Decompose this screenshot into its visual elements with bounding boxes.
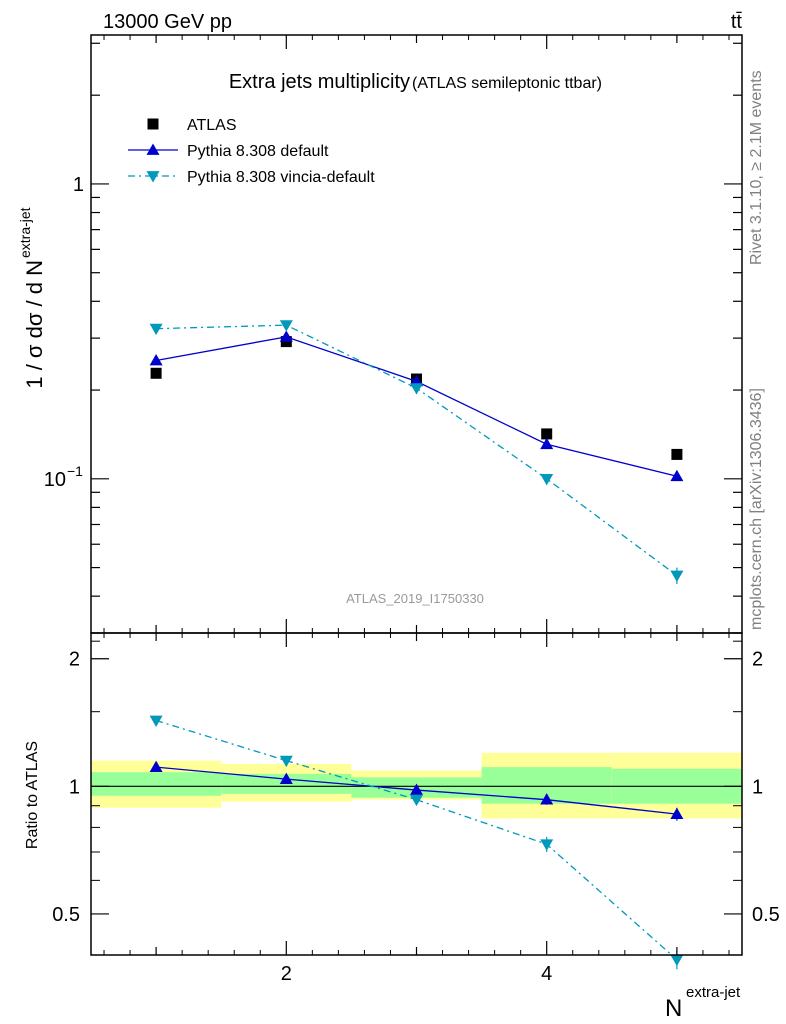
y-axis-label-main: 1 / σ dσ / d N xyxy=(22,260,47,389)
ratio-tick-label-right: 0.5 xyxy=(752,904,780,926)
legend-marker xyxy=(147,118,159,130)
data-point-main xyxy=(279,330,293,342)
legend: ATLAS Pythia 8.308 default Pythia 8.308 vi… xyxy=(128,117,375,186)
y-tick-label: 1 xyxy=(73,174,84,196)
legend-label: Pythia 8.308 vincia-default xyxy=(187,169,375,186)
data-point-main xyxy=(150,367,162,379)
y-tick-label: 10 xyxy=(44,469,66,491)
legend-marker xyxy=(146,143,160,155)
data-point-main xyxy=(149,353,163,366)
y-tick-label-exponent: −1 xyxy=(67,463,83,479)
data-point-main xyxy=(540,437,554,450)
data-point-ratio xyxy=(410,794,423,807)
data-point-main xyxy=(410,383,423,395)
main-ticks: 1 10 −1 xyxy=(44,35,742,634)
x-axis-label-main: N xyxy=(665,995,682,1022)
data-point-ratio xyxy=(279,755,293,768)
series-line-main xyxy=(156,324,678,577)
x-axis-label-sup: extra-jet xyxy=(686,984,741,1001)
legend-marker xyxy=(146,171,160,183)
chart-title: Extra jets multiplicity xyxy=(229,71,410,93)
ratio-marks xyxy=(91,715,742,970)
ratio-tick-label-left: 1 xyxy=(69,776,80,798)
data-point-ratio xyxy=(540,839,554,851)
ratio-panel: 2 4 2 2 1 1 0.5 0.5 xyxy=(52,632,780,985)
data-point-ratio xyxy=(410,783,423,795)
data-point-ratio xyxy=(149,715,163,727)
data-point-ratio xyxy=(279,772,293,784)
mcplots-label: mcplots.cern.ch [arXiv:1306.3436] xyxy=(748,388,765,630)
process-label: tt̄ xyxy=(731,11,743,33)
data-point-main xyxy=(279,320,293,332)
main-panel: 1 10 −1 Extra jets multiplicity (ATLAS sem… xyxy=(44,34,743,634)
legend-label: ATLAS xyxy=(187,117,237,134)
energy-label: 13000 GeV pp xyxy=(103,11,232,33)
y-axis-label-sup: extra-jet xyxy=(17,207,33,258)
ratio-tick-label-left: 0.5 xyxy=(52,904,80,926)
main-marks xyxy=(149,320,684,584)
analysis-watermark: ATLAS_2019_I1750330 xyxy=(346,591,484,606)
ratio-ticks: 2 4 2 2 1 1 0.5 0.5 xyxy=(52,633,780,985)
ratio-tick-label-left: 2 xyxy=(69,649,80,671)
data-point-ratio xyxy=(670,954,684,967)
x-tick-label: 2 xyxy=(281,963,292,985)
ratio-axis-label: Ratio to ATLAS xyxy=(24,741,41,849)
data-point-ratio xyxy=(149,760,163,772)
ratio-frame xyxy=(90,632,743,956)
ratio-tick-label-right: 1 xyxy=(752,776,763,798)
chart-subtitle: (ATLAS semileptonic ttbar) xyxy=(412,75,602,92)
data-point-main xyxy=(670,570,684,583)
data-point-main xyxy=(541,428,553,440)
data-point-main xyxy=(670,469,684,482)
ratio-tick-label-right: 2 xyxy=(752,649,763,671)
rivet-label: Rivet 3.1.10, ≥ 2.1M events xyxy=(748,70,765,265)
y-axis-label: 1 / σ dσ / d N extra-jet xyxy=(17,207,47,388)
x-axis-label: N extra-jet xyxy=(665,984,741,1022)
ratio-band-inner xyxy=(91,772,222,796)
data-point-main xyxy=(149,323,163,336)
x-tick-label: 4 xyxy=(541,963,552,985)
legend-label: Pythia 8.308 default xyxy=(187,143,329,160)
data-point-ratio xyxy=(670,807,684,819)
data-point-main xyxy=(540,473,554,486)
data-point-main xyxy=(671,448,683,460)
data-point-ratio xyxy=(540,793,554,805)
series-line-main xyxy=(155,336,678,477)
